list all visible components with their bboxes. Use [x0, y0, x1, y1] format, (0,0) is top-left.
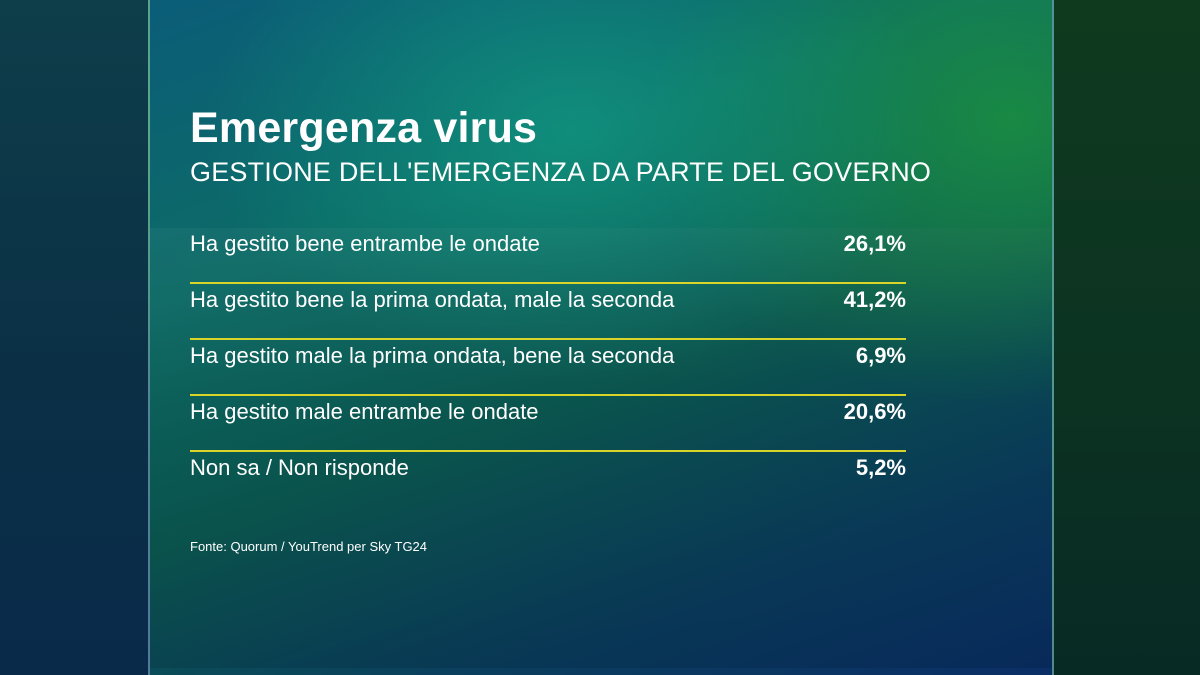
- row-label: Non sa / Non risponde: [190, 455, 409, 480]
- left-background-panel: [0, 0, 148, 675]
- row-label: Ha gestito bene la prima ondata, male la…: [190, 287, 675, 312]
- table-row: Ha gestito male la prima ondata, bene la…: [190, 340, 906, 396]
- results-table: Ha gestito bene entrambe le ondate 26,1% H…: [190, 228, 906, 508]
- table-row: Non sa / Non risponde 5,2%: [190, 452, 906, 508]
- table-row: Ha gestito bene entrambe le ondate 26,1%: [190, 228, 906, 284]
- row-value: 41,2%: [843, 287, 906, 312]
- row-value: 20,6%: [843, 399, 906, 424]
- source-note: Fonte: Quorum / YouTrend per Sky TG24: [190, 539, 428, 554]
- right-background-panel: [1054, 0, 1200, 675]
- row-label: Ha gestito male la prima ondata, bene la…: [190, 343, 675, 368]
- row-value: 26,1%: [843, 231, 906, 256]
- row-value: 5,2%: [855, 455, 906, 480]
- page-title: Emergenza virus: [190, 104, 538, 152]
- row-label: Ha gestito bene entrambe le ondate: [190, 231, 540, 256]
- table-row: Ha gestito male entrambe le ondate 20,6%: [190, 396, 906, 452]
- table-row: Ha gestito bene la prima ondata, male la…: [190, 284, 906, 340]
- row-label: Ha gestito male entrambe le ondate: [190, 399, 539, 424]
- row-value: 6,9%: [855, 343, 906, 368]
- main-panel: [148, 0, 1054, 675]
- page-subtitle: GESTIONE DELL'EMERGENZA DA PARTE DEL GOV…: [190, 157, 932, 187]
